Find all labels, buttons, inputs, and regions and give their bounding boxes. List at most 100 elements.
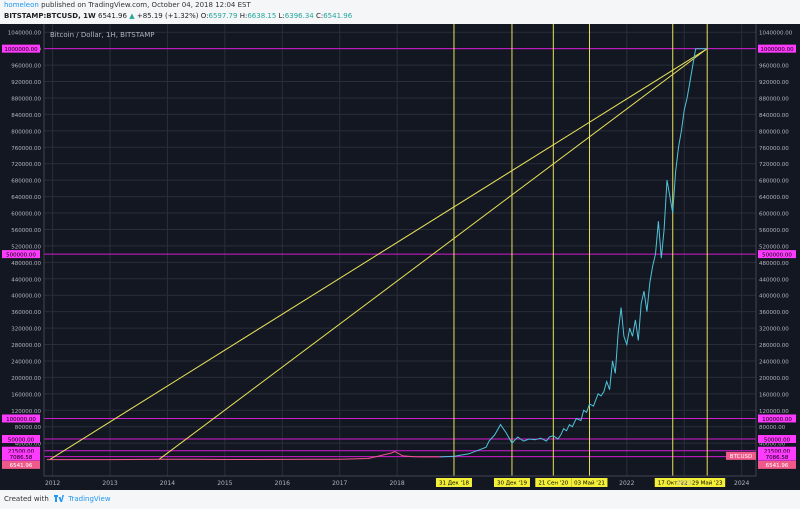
- y-tick-label-left: 80000.00: [15, 425, 42, 431]
- level-label-left: 7086.58: [10, 455, 33, 461]
- close-value: 6541.96: [323, 12, 353, 20]
- y-tick-label-right: 920000.00: [759, 80, 789, 86]
- y-tick-label-left: 400000.00: [11, 294, 41, 300]
- footer-attribution: Created with TradingView: [4, 495, 111, 503]
- date-marker-box: [571, 478, 608, 487]
- date-marker-box: [654, 478, 691, 487]
- tradingview-logo-icon: [54, 495, 65, 502]
- date-marker-box: [535, 478, 572, 487]
- current-price-right-label: 6541.96: [766, 463, 789, 469]
- chart-footer: Created with TradingView: [0, 490, 800, 509]
- y-tick-label-right: 320000.00: [759, 327, 789, 333]
- current-price-left-label: 6541.96: [10, 463, 33, 469]
- date-marker-label: 30 Дек '19: [497, 481, 528, 487]
- date-marker-box: [689, 478, 726, 487]
- y-tick-label-left: 320000.00: [11, 327, 41, 333]
- y-tick-label-left: 200000.00: [11, 376, 41, 382]
- x-tick-label: 2014: [160, 480, 175, 487]
- level-label-left: 1000000.00: [4, 47, 38, 53]
- level-label-left: 50000.00: [8, 437, 35, 443]
- level-label-right-box: [758, 44, 796, 53]
- y-tick-label-left: 160000.00: [11, 392, 41, 398]
- level-label-right: 21500.00: [764, 449, 791, 455]
- x-tick-label: 2013: [102, 480, 117, 487]
- last-price: 6541.96: [98, 12, 127, 20]
- y-tick-label-left: 520000.00: [11, 244, 41, 250]
- level-label-left-box: [2, 44, 40, 53]
- vertical-markers: 31 Дек '18 30 Дек '19 21 Сен '20 03 Май '21…: [435, 24, 726, 487]
- y-tick-label-left: 880000.00: [11, 96, 41, 102]
- x-tick-label: 2012: [45, 480, 60, 487]
- symbol-tag-box: [726, 451, 756, 460]
- y-tick-label-left: 560000.00: [11, 228, 41, 234]
- projection-price-line: [440, 48, 708, 458]
- y-tick-label-right: 160000.00: [759, 392, 789, 398]
- level-label-right: 1000000.00: [760, 47, 794, 53]
- y-tick-label-left: 720000.00: [11, 162, 41, 168]
- y-tick-label-left: 280000.00: [11, 343, 41, 349]
- level-label-right-box: [758, 414, 796, 423]
- y-tick-label-right: 1040000.00: [759, 31, 793, 37]
- high-value: 6638.15: [247, 12, 277, 20]
- y-tick-label-left: 120000.00: [11, 409, 41, 415]
- y-tick-label-right: 880000.00: [759, 96, 789, 102]
- y-tick-label-right: 200000.00: [759, 376, 789, 382]
- chart-title: Bitcoin / Dollar, 1H, BITSTAMP: [50, 31, 155, 39]
- y-tick-label-left: 760000.00: [11, 146, 41, 152]
- level-label-right: 7086.58: [766, 455, 789, 461]
- date-marker-label: 17 Окт '22: [658, 481, 688, 487]
- tradingview-brand-link[interactable]: TradingView: [68, 495, 111, 503]
- y-tick-label-right: 600000.00: [759, 212, 789, 218]
- low-label: L:: [278, 12, 285, 20]
- x-tick-label: 2022: [619, 480, 634, 487]
- level-label-left-box: [2, 435, 40, 444]
- y-tick-label-right: 400000.00: [759, 294, 789, 300]
- y-tick-label-right: 720000.00: [759, 162, 789, 168]
- y-tick-label-right: 960000.00: [759, 64, 789, 70]
- level-label-right: 50000.00: [764, 437, 791, 443]
- axes: 40000.00 40000.00 80000.00 80000.00 120000.0…: [8, 24, 793, 487]
- chart-header: homeleon published on TradingView.com, O…: [0, 0, 800, 24]
- date-marker-box: [435, 478, 472, 487]
- x-tick-label: 2017: [332, 480, 347, 487]
- chart-area[interactable]: Bitcoin / Dollar, 1H, BITSTAMP 31 Дек '1…: [0, 24, 800, 490]
- x-tick-label: 2016: [275, 480, 290, 487]
- y-tick-label-left: 480000.00: [11, 261, 41, 267]
- y-tick-label-left: 800000.00: [11, 129, 41, 135]
- y-tick-label-right: 560000.00: [759, 228, 789, 234]
- y-tick-label-left: 960000.00: [11, 64, 41, 70]
- level-label-left-box: [2, 414, 40, 423]
- symbol-tag-label: BTCUSD: [730, 454, 752, 460]
- y-tick-label-right: 760000.00: [759, 146, 789, 152]
- level-label-left: 21500.00: [8, 449, 35, 455]
- y-tick-label-right: 40000.00: [759, 442, 786, 448]
- open-label: O:: [200, 12, 209, 20]
- y-tick-label-left: 920000.00: [11, 80, 41, 86]
- symbol-label: BITSTAMP:BTCUSD, 1W: [4, 12, 96, 20]
- y-tick-label-right: 640000.00: [759, 195, 789, 201]
- x-tick-label: 2018: [389, 480, 404, 487]
- level-label-left-box: [2, 452, 40, 461]
- y-tick-label-left: 40000.00: [15, 442, 42, 448]
- trend-line: [158, 48, 708, 460]
- date-marker-label: 29 Май '23: [692, 480, 723, 487]
- level-label-left: 500000.00: [6, 252, 36, 258]
- level-label-right-box: [758, 435, 796, 444]
- current-price-right-box: [758, 460, 796, 469]
- created-with-text: Created with: [4, 495, 49, 503]
- x-tick-label: 2024: [734, 480, 749, 487]
- chart-background: [0, 24, 800, 490]
- level-label-right-box: [758, 250, 796, 259]
- y-tick-label-right: 280000.00: [759, 343, 789, 349]
- y-tick-label-left: 840000.00: [11, 113, 41, 119]
- author-link[interactable]: homeleon: [4, 1, 39, 9]
- price-chart[interactable]: Bitcoin / Dollar, 1H, BITSTAMP 31 Дек '1…: [0, 24, 800, 490]
- open-value: 6597.79: [208, 12, 238, 20]
- x-tick-label: 2023: [677, 480, 692, 487]
- y-tick-label-right: 80000.00: [759, 425, 786, 431]
- y-tick-label-left: 600000.00: [11, 212, 41, 218]
- y-tick-label-left: 640000.00: [11, 195, 41, 201]
- trend-line: [49, 48, 708, 460]
- trend-lines: [49, 48, 708, 460]
- y-tick-label-right: 440000.00: [759, 277, 789, 283]
